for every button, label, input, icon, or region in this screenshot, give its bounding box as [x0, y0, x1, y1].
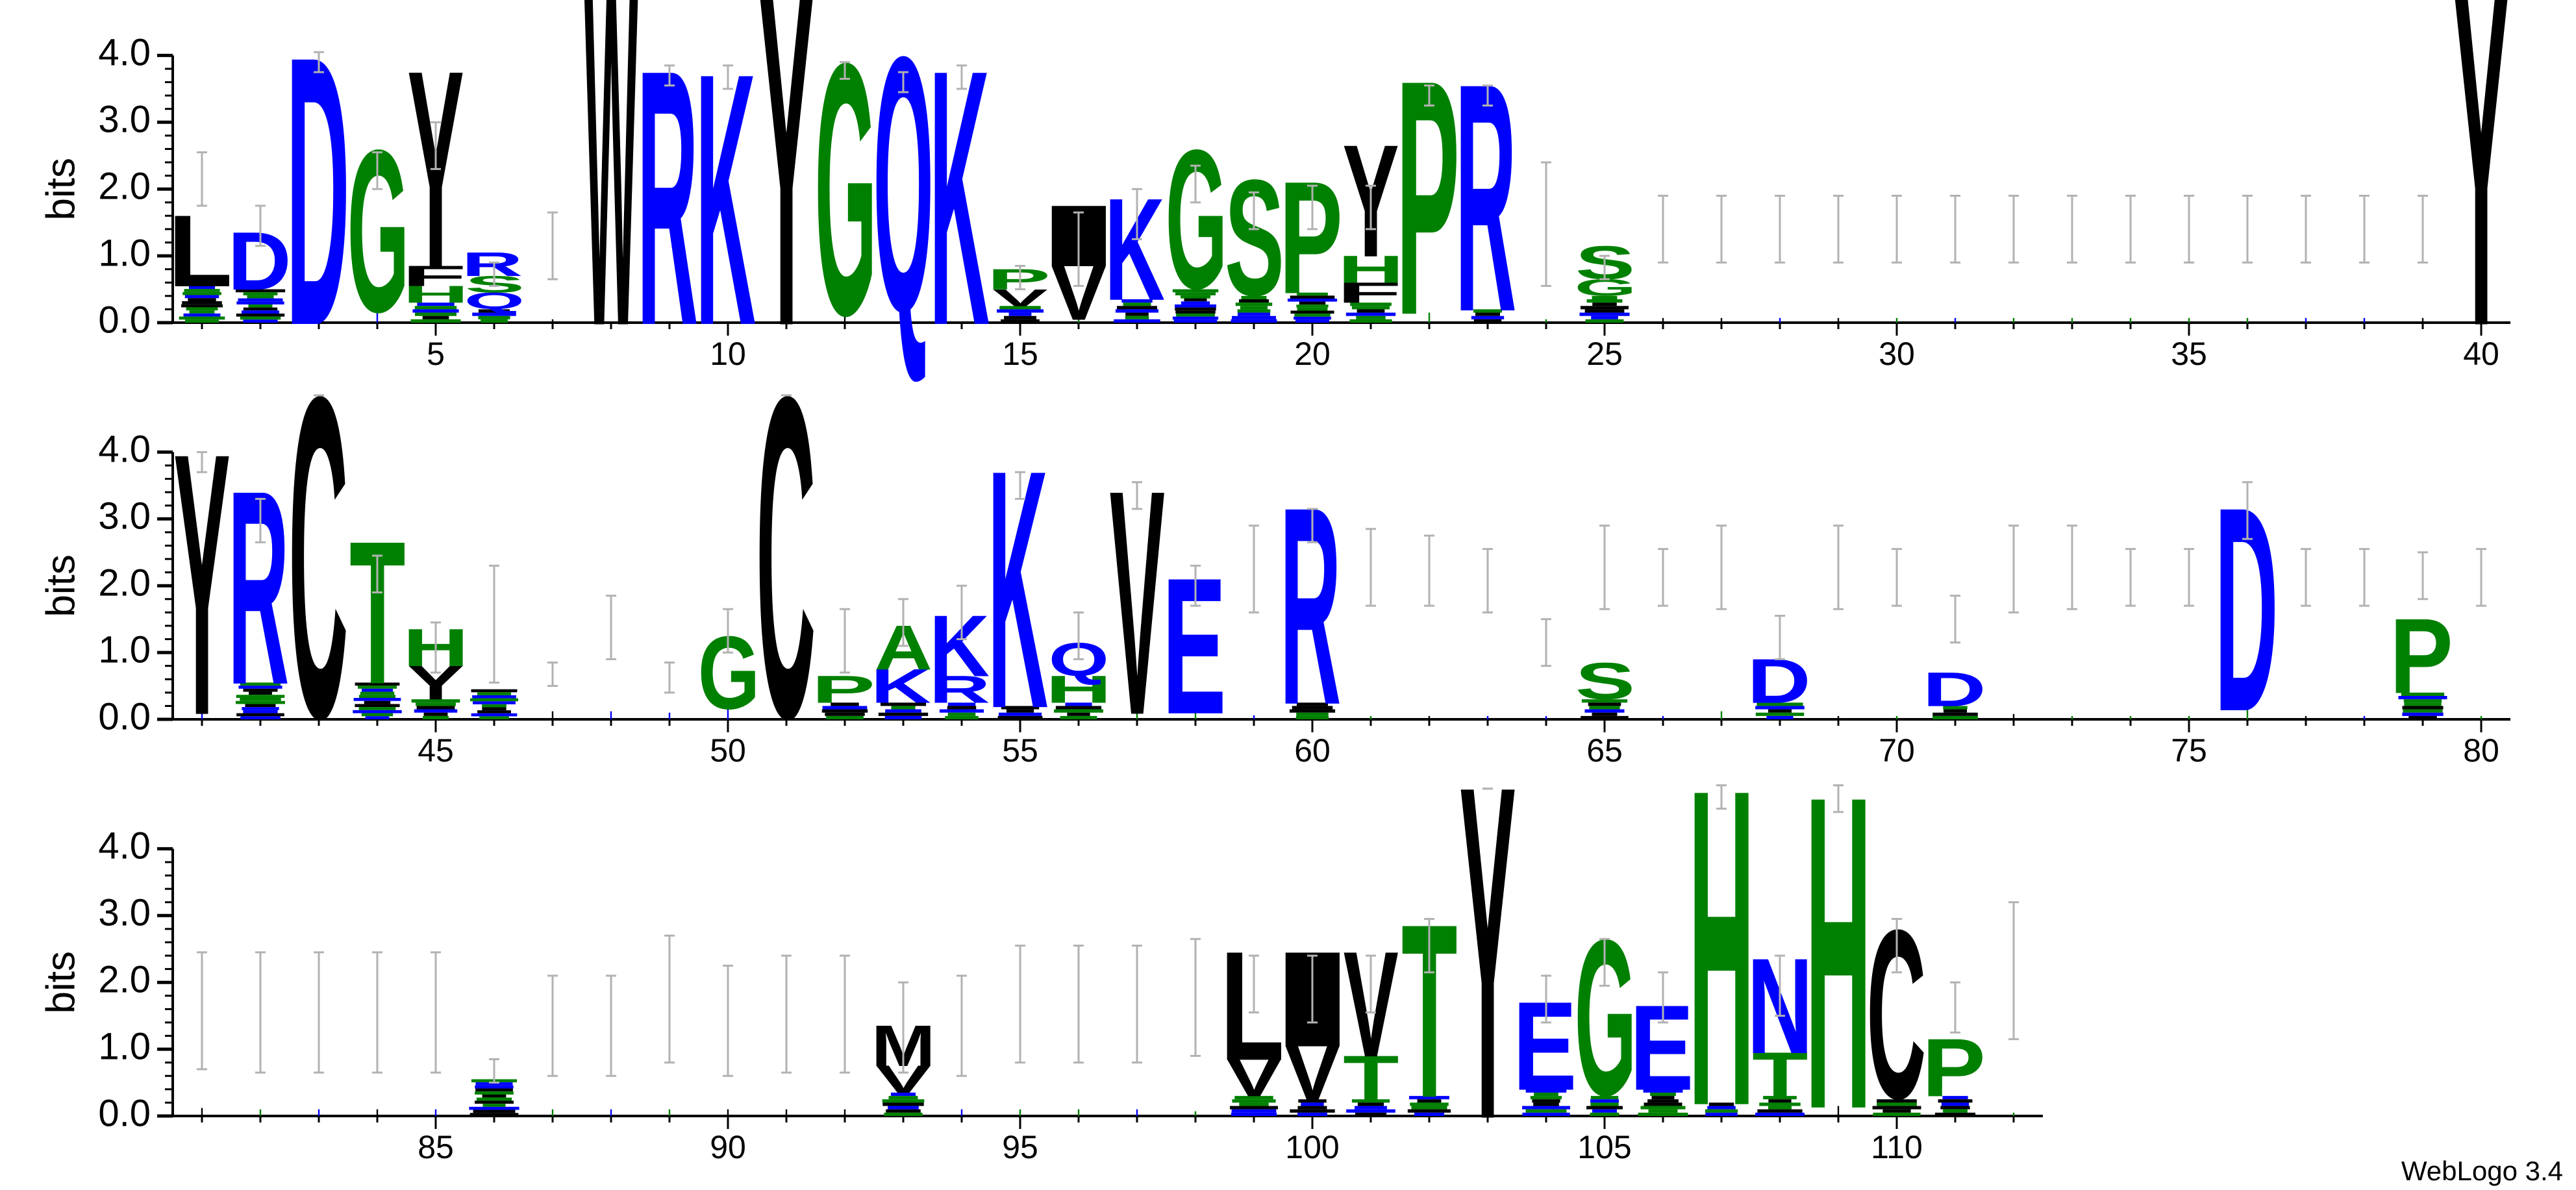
svg-text:WebLogo 3.4: WebLogo 3.4	[2401, 1156, 2563, 1186]
svg-text:K: K	[988, 399, 1048, 779]
svg-text:90: 90	[710, 1129, 746, 1165]
svg-text:R: R	[462, 245, 523, 283]
svg-text:3.0: 3.0	[98, 892, 151, 934]
svg-text:20: 20	[1294, 336, 1331, 372]
svg-text:G: G	[1575, 894, 1637, 1142]
svg-text:R: R	[637, 0, 698, 402]
svg-text:P: P	[1396, 10, 1460, 385]
svg-text:G: G	[347, 101, 410, 361]
svg-text:95: 95	[1002, 1129, 1038, 1165]
svg-text:4.0: 4.0	[98, 825, 151, 867]
svg-text:T: T	[349, 498, 405, 726]
svg-text:0.0: 0.0	[98, 299, 151, 341]
svg-text:3.0: 3.0	[98, 99, 151, 141]
svg-text:Q: Q	[873, 0, 934, 388]
svg-text:Y: Y	[407, 13, 464, 328]
svg-text:30: 30	[1879, 336, 1915, 372]
svg-text:K: K	[695, 0, 756, 401]
svg-text:H: H	[1688, 695, 1755, 1190]
svg-text:4.0: 4.0	[98, 428, 151, 471]
svg-text:2.0: 2.0	[98, 166, 151, 208]
svg-text:S: S	[1225, 146, 1284, 330]
svg-text:G: G	[698, 615, 760, 731]
svg-text:Y: Y	[2453, 0, 2509, 427]
svg-text:0.0: 0.0	[98, 1092, 151, 1134]
svg-text:4.0: 4.0	[98, 32, 151, 74]
svg-text:3.0: 3.0	[98, 495, 151, 538]
svg-text:25: 25	[1586, 336, 1623, 372]
svg-text:P: P	[1922, 1023, 1986, 1115]
svg-text:L: L	[168, 193, 232, 308]
svg-text:G: G	[815, 0, 877, 390]
svg-text:K: K	[1105, 167, 1165, 331]
svg-text:85: 85	[418, 1129, 454, 1165]
svg-text:R: R	[1455, 16, 1516, 380]
svg-text:P: P	[1279, 149, 1343, 328]
svg-text:45: 45	[418, 732, 454, 769]
svg-text:2.0: 2.0	[98, 959, 151, 1001]
svg-text:D: D	[1923, 663, 1986, 717]
svg-text:K: K	[929, 0, 990, 402]
svg-text:P: P	[812, 667, 875, 711]
svg-text:80: 80	[2463, 732, 2499, 769]
svg-text:E: E	[1630, 980, 1694, 1116]
svg-text:35: 35	[2171, 336, 2207, 372]
svg-text:Y: Y	[1459, 686, 1516, 1190]
svg-text:100: 100	[1285, 1129, 1339, 1165]
svg-text:E: E	[1162, 538, 1227, 756]
svg-text:K: K	[929, 597, 990, 695]
svg-text:1.0: 1.0	[98, 628, 151, 671]
svg-text:50: 50	[710, 732, 746, 769]
svg-text:T: T	[1401, 873, 1457, 1150]
svg-text:bits: bits	[38, 158, 83, 220]
svg-text:bits: bits	[38, 554, 83, 617]
svg-text:1.0: 1.0	[98, 1025, 151, 1067]
svg-text:V: V	[1110, 423, 1166, 782]
svg-text:C: C	[289, 301, 349, 813]
svg-text:2.0: 2.0	[98, 562, 151, 604]
svg-text:15: 15	[1002, 336, 1038, 372]
svg-text:W: W	[584, 0, 639, 427]
svg-text:75: 75	[2171, 732, 2207, 769]
svg-text:bits: bits	[38, 951, 83, 1013]
svg-text:R: R	[1280, 449, 1341, 764]
svg-text:C: C	[757, 301, 816, 813]
svg-text:R: R	[228, 432, 289, 742]
svg-text:S: S	[1575, 652, 1635, 710]
svg-text:65: 65	[1586, 732, 1623, 769]
svg-text:5: 5	[427, 336, 445, 372]
svg-text:G: G	[1166, 109, 1228, 330]
svg-text:1.0: 1.0	[98, 232, 151, 274]
svg-text:70: 70	[1879, 732, 1915, 769]
svg-text:P: P	[2390, 597, 2453, 717]
svg-text:H: H	[1805, 704, 1871, 1190]
svg-text:E: E	[1513, 975, 1577, 1117]
svg-text:Y: Y	[173, 375, 230, 793]
svg-text:0.0: 0.0	[98, 695, 151, 738]
